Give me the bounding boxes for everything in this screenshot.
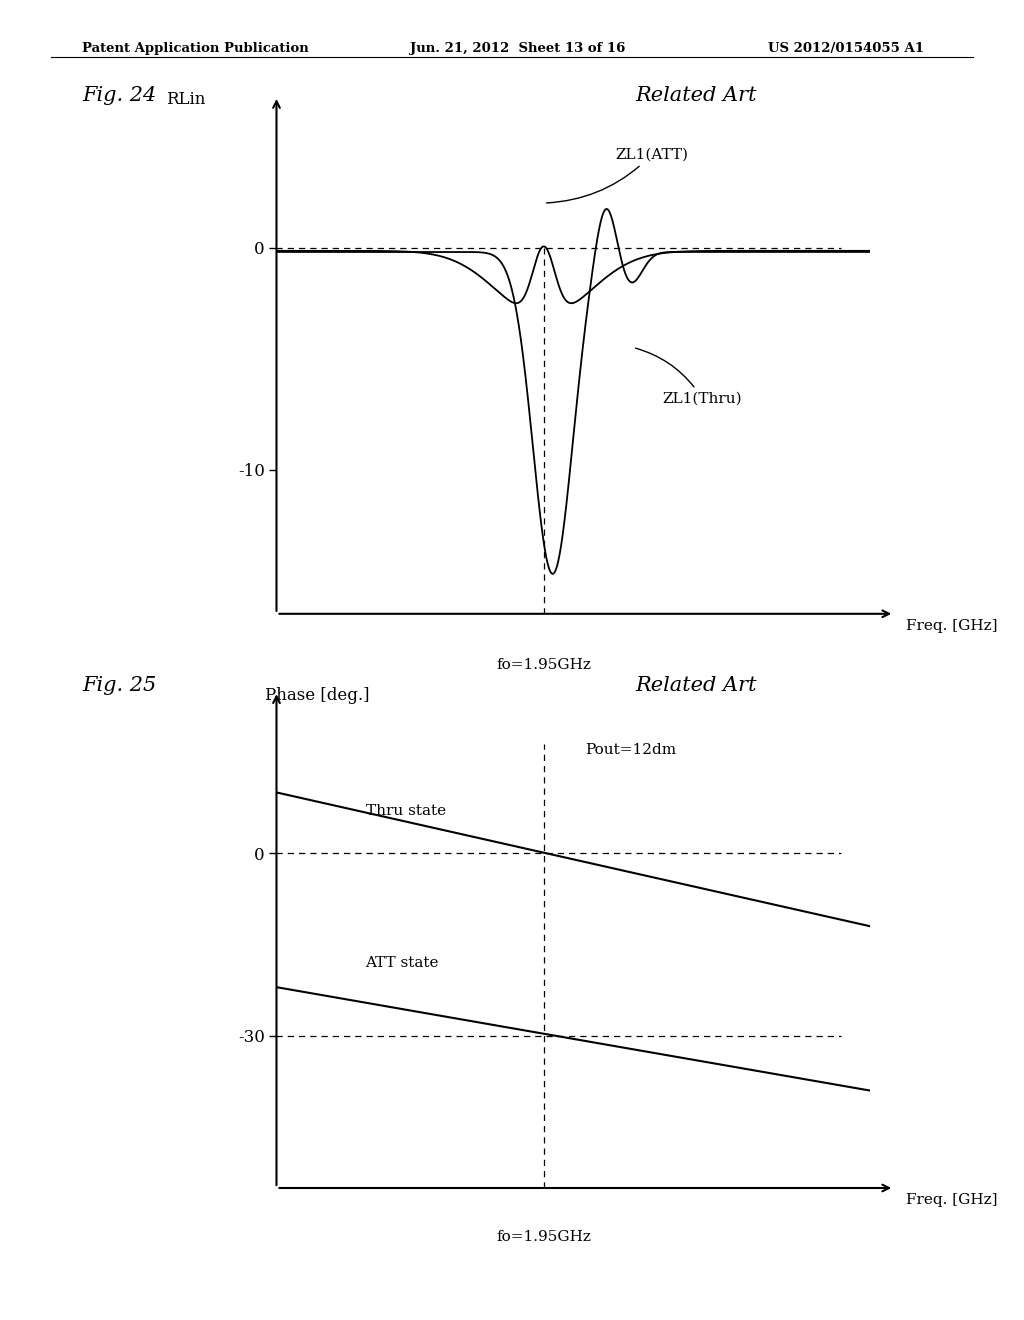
Text: Jun. 21, 2012  Sheet 13 of 16: Jun. 21, 2012 Sheet 13 of 16 — [410, 42, 625, 55]
Text: ZL1(Thru): ZL1(Thru) — [636, 348, 742, 407]
Text: Fig. 24: Fig. 24 — [82, 86, 157, 104]
Text: US 2012/0154055 A1: US 2012/0154055 A1 — [768, 42, 924, 55]
Text: Patent Application Publication: Patent Application Publication — [82, 42, 308, 55]
Text: Fig. 25: Fig. 25 — [82, 676, 157, 694]
Text: fo=1.95GHz: fo=1.95GHz — [497, 657, 591, 672]
Text: Freq. [GHz]: Freq. [GHz] — [906, 619, 997, 632]
Text: Thru state: Thru state — [366, 804, 445, 817]
Text: fo=1.95GHz: fo=1.95GHz — [497, 1230, 591, 1245]
Text: ZL1(ATT): ZL1(ATT) — [547, 148, 688, 203]
Text: Freq. [GHz]: Freq. [GHz] — [906, 1193, 997, 1206]
Text: Related Art: Related Art — [635, 86, 757, 104]
Text: Pout=12dm: Pout=12dm — [586, 743, 677, 756]
Text: RLin: RLin — [166, 91, 205, 108]
Text: ATT state: ATT state — [366, 956, 439, 970]
Text: Related Art: Related Art — [635, 676, 757, 694]
Text: Phase [deg.]: Phase [deg.] — [264, 686, 369, 704]
